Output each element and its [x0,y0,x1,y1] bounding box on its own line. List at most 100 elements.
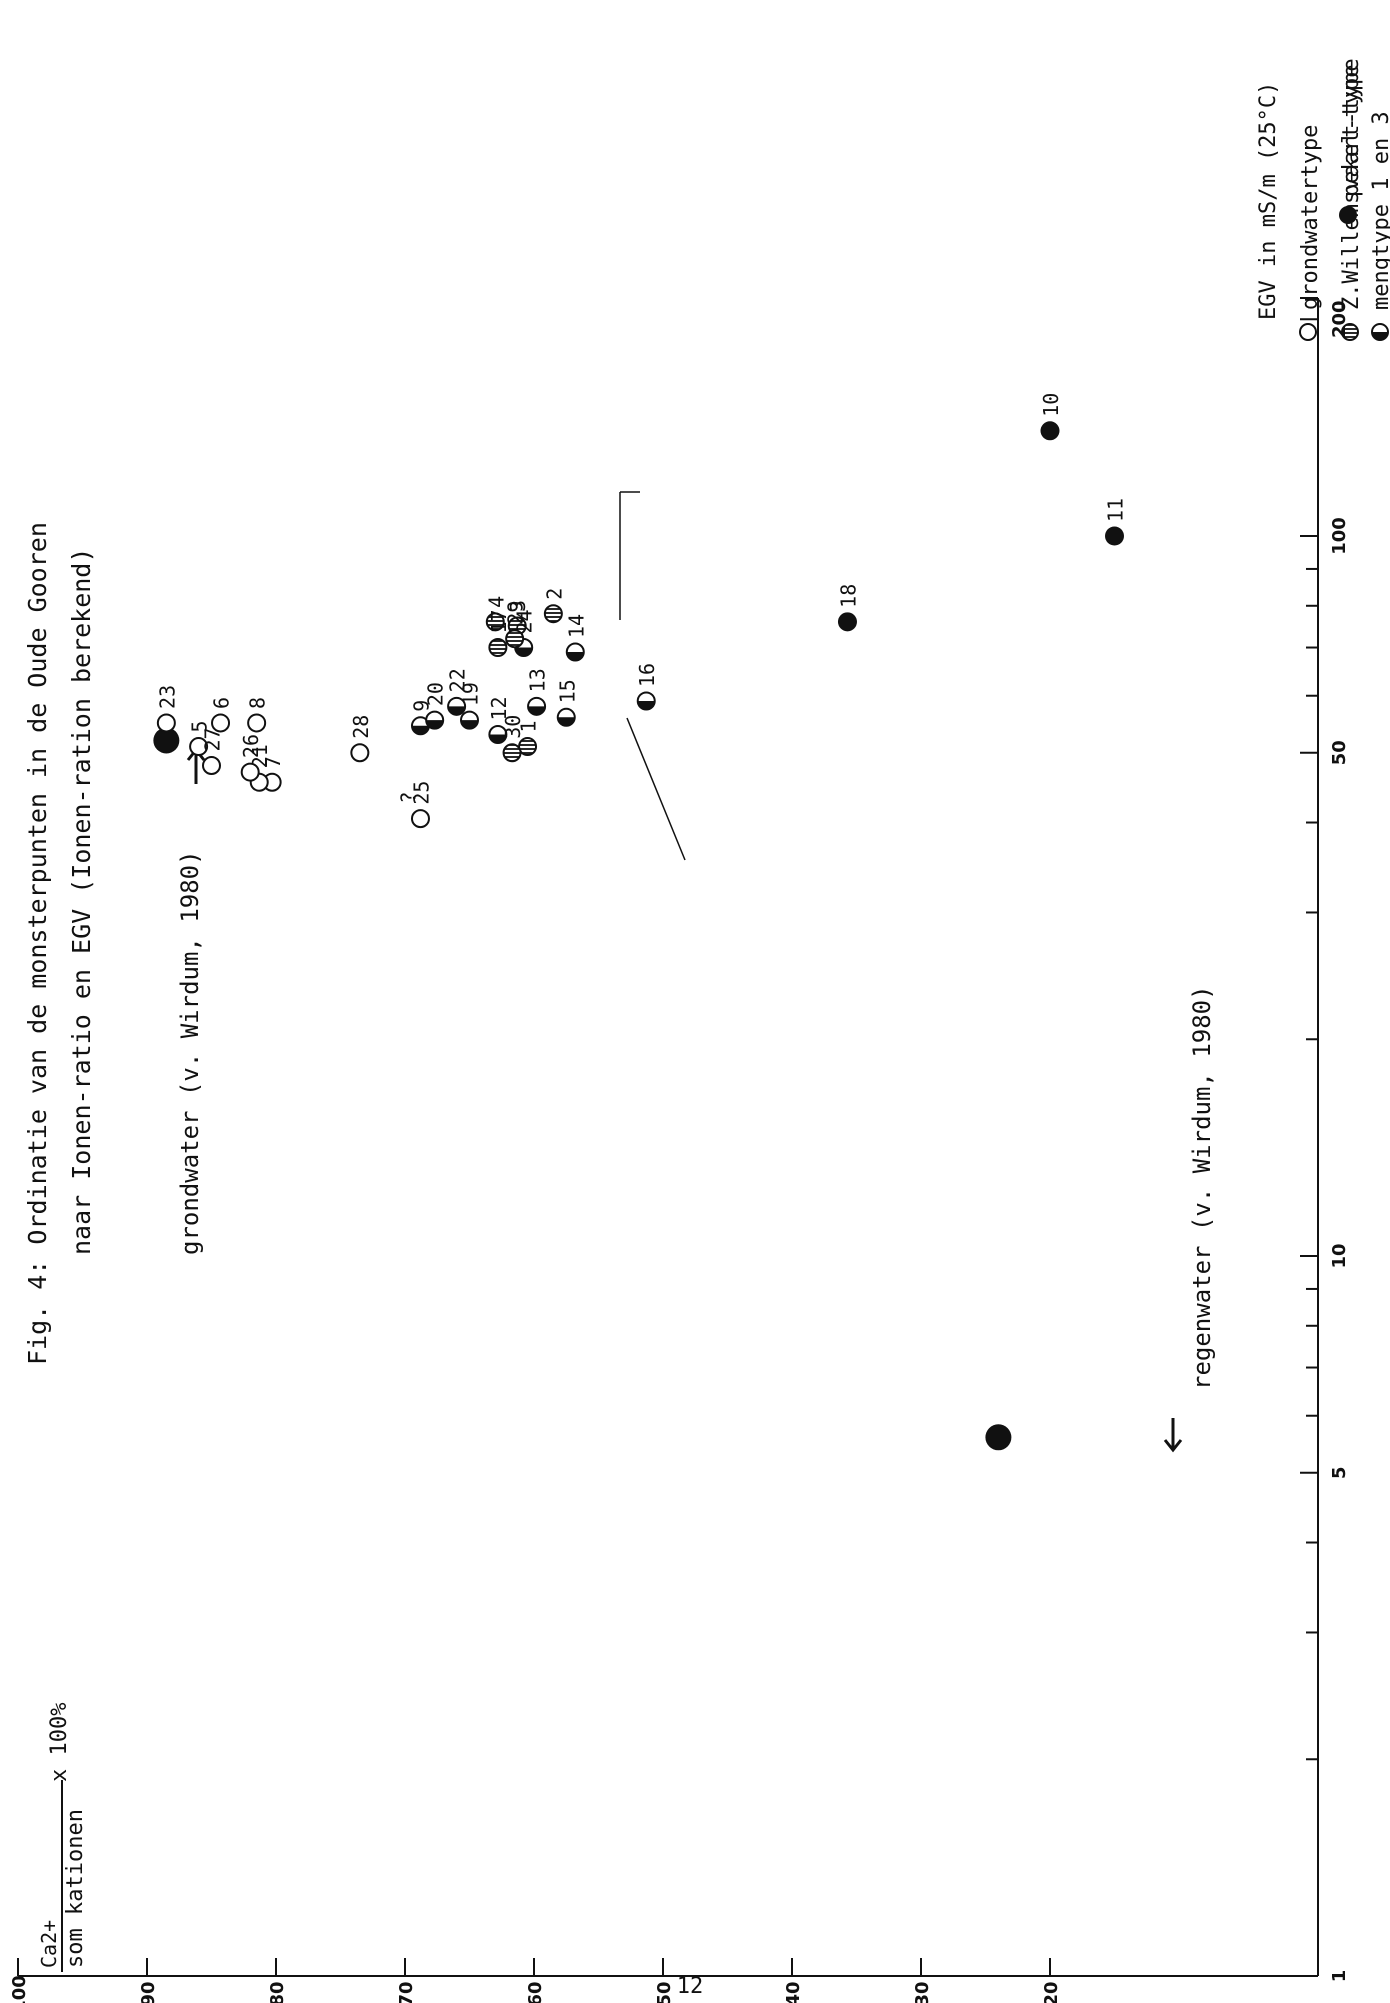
point-marker-fill [489,734,507,744]
x-tick-label: 5 [1329,1466,1350,1479]
y-tick-label: 100 [9,1975,30,2003]
y-label-denominator: som kationen [63,1809,88,1968]
data-point: 20 [424,682,448,730]
point-label: 14 [564,614,588,638]
callout-line-13 [626,717,686,861]
point-marker [518,737,538,757]
data-point: 27 [201,727,225,776]
point-label: 22 [446,668,470,692]
reference-label-regenwater: regenwater (v. Wirdum, 1980) [1188,985,1216,1390]
point-label: 2 [542,588,566,600]
y-tick-label: 40 [783,1981,804,2003]
data-point: 5 [188,721,212,757]
point-label: 30 [501,715,525,739]
point-marker [502,743,522,763]
legend-label-half: mengtype 1 en 3 [1369,111,1390,310]
reference-points [153,727,1012,1451]
data-point: 22 [446,668,470,716]
point-label: 28 [349,715,373,739]
point-marker-fill [515,647,533,657]
point-marker-fill [557,717,575,726]
point-marker [505,629,525,649]
caption-line1: Fig. 4: Ordinatie van de monsterpunten i… [23,522,52,1365]
point-label: 26 [239,734,263,758]
data-point: 8 [246,697,270,733]
reference-point [153,727,180,754]
point-marker-fill [461,720,478,729]
point-label: 10 [1039,393,1063,417]
y-label-numerator: Ca2+ [37,1920,61,1968]
point-label: 4 [484,596,508,608]
data-point: 6 [210,697,234,733]
open-circle-icon [1299,323,1317,341]
reference-point [985,1424,1012,1451]
data-point: 9 [409,700,433,736]
legend-label-open: grondwatertype [1298,125,1323,310]
data-point: 23 [155,685,179,733]
data-point: 11 [1104,498,1128,546]
data-point: 10 [1039,393,1063,441]
x-tick-label: 10 [1329,1243,1350,1268]
data-point: 12 [487,696,511,745]
point-marker [543,604,563,624]
extra-label: ? [396,792,420,804]
point-marker [189,737,209,757]
point-marker [350,743,370,763]
data-point: 14 [564,614,588,662]
x-tick-label: 1 [1329,1970,1350,1983]
legend-label-hatched: Z.Willemsvaart-type [1339,58,1364,310]
x-tick-label: 100 [1329,517,1350,555]
point-marker [485,612,505,632]
y-label-suffix: x 100% [47,1703,72,1782]
legend-item-filled: pekel-type [1339,65,1364,224]
point-label: 3 [506,600,530,612]
point-label: 17 [487,609,511,633]
point-marker-fill [411,725,429,735]
point-label: 15 [555,679,579,703]
point-label: 18 [836,584,860,608]
point-marker-fill [528,706,546,715]
point-label: 29 [504,601,528,625]
point-label: 13 [526,668,550,692]
point-marker [488,638,508,658]
filled-circle-icon [1339,206,1357,224]
point-label: 11 [1104,498,1128,522]
point-label: 27 [201,727,225,751]
point-marker-fill [566,652,584,661]
data-point: 16 [635,663,659,711]
data-point: 4 [484,596,508,632]
y-tick-label: 60 [525,1981,546,2003]
point-label: 6 [210,697,234,709]
point-label: 1 [517,721,541,733]
data-point: 26 [239,734,263,782]
data-point: 15 [555,679,579,727]
legend: grondwatertype Z.Willemsvaart-type pekel… [1298,58,1390,341]
point-marker [1040,421,1060,441]
y-tick-label: 50 [654,1981,675,2003]
point-label: 7 [261,756,285,768]
point-label: 5 [188,721,212,733]
point-marker [410,809,430,829]
point-label: 25 [409,781,433,805]
y-tick-label: 90 [138,1981,159,2003]
data-point: 25 [409,781,433,829]
arrow-icon [1163,1418,1183,1453]
x-axis-label: EGV in mS/m (25°C) [1256,82,1281,320]
reference-label-grondwater: grondwater (v. Wirdum, 1980) [176,850,204,1255]
y-tick-label: 70 [396,1981,417,2003]
point-label: 12 [487,696,511,720]
point-label: 9 [409,700,433,712]
point-marker [240,762,260,782]
data-point: 18 [836,584,860,632]
data-point: 2 [542,588,566,624]
point-label: 23 [155,685,179,709]
point-marker-fill [448,706,466,715]
point-label: 16 [635,663,659,687]
y-tick-label: 80 [267,1981,288,2003]
legend-label-filled: pekel-type [1339,65,1364,197]
x-ticks: 1 5 10 50 100 200 [1300,300,1350,1982]
data-point: 1 [517,721,541,757]
legend-item-half: mengtype 1 en 3 [1369,111,1390,341]
data-point: 7 [261,756,285,792]
